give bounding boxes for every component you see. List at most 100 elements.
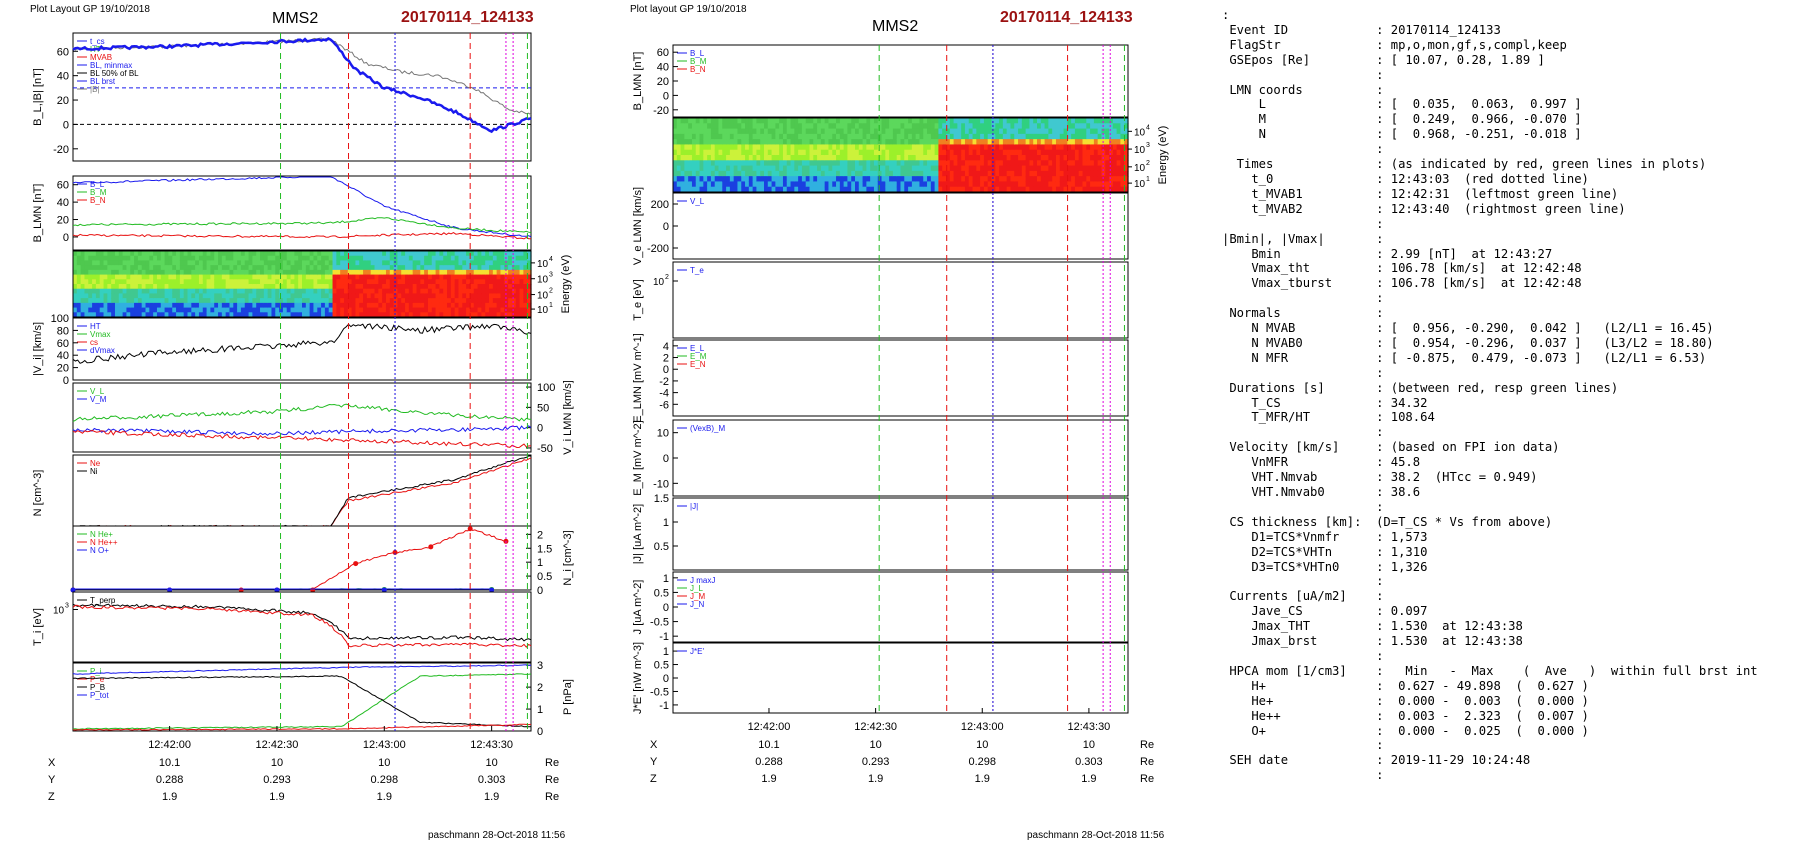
heatmap-cell xyxy=(972,155,977,161)
event-summary-panel: : Event ID : 20170114_124133 FlagStr : m… xyxy=(1222,8,1802,808)
heatmap-cell xyxy=(942,176,947,183)
heatmap-cell xyxy=(172,293,177,299)
heatmap-cell xyxy=(782,118,788,124)
heatmap-cell xyxy=(118,312,124,318)
heatmap-cell xyxy=(1067,165,1072,172)
heatmap-cell xyxy=(737,133,742,140)
heatmap-cell xyxy=(836,118,841,124)
heatmap-cell xyxy=(964,133,970,140)
heatmap-cell xyxy=(1086,155,1091,161)
heatmap-cell xyxy=(680,176,685,183)
heatmap-cell xyxy=(431,279,437,285)
heatmap-cell xyxy=(703,139,708,146)
heatmap-cell xyxy=(496,288,502,295)
heatmap-cell xyxy=(908,176,913,183)
heatmap-cell xyxy=(726,118,731,124)
heatmap-cell xyxy=(915,165,921,172)
heatmap-cell xyxy=(828,186,833,193)
heatmap-cell xyxy=(462,312,467,318)
heatmap-cell xyxy=(336,251,341,257)
y-tick-label: 10 xyxy=(537,259,549,270)
heatmap-cell xyxy=(691,186,697,193)
heatmap-cell xyxy=(805,133,811,140)
heatmap-cell xyxy=(244,269,250,276)
heatmap-cell xyxy=(271,260,276,266)
heatmap-cell xyxy=(688,181,693,188)
heatmap-cell xyxy=(957,165,962,172)
heatmap-cell xyxy=(233,302,238,309)
heatmap-cell xyxy=(389,307,395,313)
heatmap-cell xyxy=(477,302,482,309)
heatmap-cell xyxy=(202,251,208,257)
heatmap-cell xyxy=(949,181,955,188)
heatmap-cell xyxy=(458,293,463,299)
heatmap-cell xyxy=(809,144,814,151)
heatmap-cell xyxy=(519,265,524,271)
heatmap-cell xyxy=(710,144,716,151)
heatmap-cell xyxy=(420,293,425,299)
heatmap-cell xyxy=(99,293,105,299)
heatmap-cell xyxy=(492,260,498,266)
heatmap-cell xyxy=(523,302,528,309)
heatmap-cell xyxy=(1078,118,1084,124)
heatmap-cell xyxy=(80,269,86,276)
heatmap-cell xyxy=(991,139,996,146)
heatmap-cell xyxy=(949,170,955,177)
heatmap-cell xyxy=(340,274,345,280)
heatmap-cell xyxy=(722,139,727,146)
heatmap-cell xyxy=(233,284,238,290)
heatmap-cell xyxy=(851,165,856,172)
heatmap-cell xyxy=(680,160,685,167)
heatmap-cell xyxy=(282,265,288,271)
heatmap-cell xyxy=(718,128,723,135)
heatmap-cell xyxy=(427,302,433,309)
heatmap-cell xyxy=(168,293,173,299)
heatmap-cell xyxy=(1002,139,1008,146)
heatmap-cell xyxy=(1078,176,1084,183)
heatmap-cell xyxy=(801,144,807,151)
heatmap-cell xyxy=(1014,149,1019,156)
heatmap-cell xyxy=(889,133,894,140)
heatmap-cell xyxy=(485,298,490,304)
heatmap-cell xyxy=(710,186,716,193)
heatmap-cell xyxy=(282,293,288,299)
heatmap-cell xyxy=(1120,176,1125,183)
y-tick-label: 200 xyxy=(651,199,669,211)
heatmap-cell xyxy=(401,312,406,318)
heatmap-cell xyxy=(347,274,353,280)
heatmap-cell xyxy=(1037,123,1042,130)
heatmap-cell xyxy=(99,274,105,280)
heatmap-cell xyxy=(729,149,735,156)
heatmap-cell xyxy=(949,123,955,130)
heatmap-cell xyxy=(1006,176,1012,183)
heatmap-cell xyxy=(275,284,280,290)
heatmap-cell xyxy=(343,269,349,276)
heatmap-cell xyxy=(1124,139,1129,146)
heatmap-cell xyxy=(885,181,890,188)
heatmap-cell xyxy=(782,144,788,151)
heatmap-cell xyxy=(676,128,682,135)
data-point xyxy=(392,549,398,555)
heatmap-cell xyxy=(1078,155,1084,161)
heatmap-cell xyxy=(949,155,955,161)
heatmap-cell xyxy=(934,118,940,124)
heatmap-cell xyxy=(896,155,902,161)
heatmap-cell xyxy=(703,128,708,135)
heatmap-cell xyxy=(707,186,712,193)
heatmap-cell xyxy=(260,284,265,290)
heatmap-cell xyxy=(1116,144,1122,151)
heatmap-cell xyxy=(900,139,905,146)
heatmap-cell xyxy=(1010,118,1015,124)
heatmap-cell xyxy=(805,149,811,156)
heatmap-cell xyxy=(256,251,261,257)
heatmap-cell xyxy=(745,176,750,183)
heatmap-cell xyxy=(726,181,731,188)
heatmap-cell xyxy=(695,118,701,124)
heatmap-cell xyxy=(183,279,189,285)
heatmap-cell xyxy=(843,181,849,188)
heatmap-cell xyxy=(462,293,467,299)
heatmap-cell xyxy=(481,260,486,266)
heatmap-cell xyxy=(420,284,425,290)
heatmap-cell xyxy=(225,260,231,266)
summary-line: Vmax_tburst : 106.78 [km/s] at 12:42:48 xyxy=(1222,276,1582,291)
